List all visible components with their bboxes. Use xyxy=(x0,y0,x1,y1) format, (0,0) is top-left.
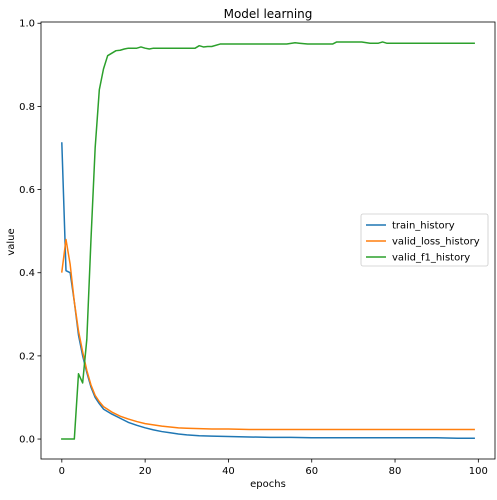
y-tick-label: 0.6 xyxy=(19,185,35,196)
legend-label: valid_f1_history xyxy=(392,253,470,264)
legend: train_history valid_loss_history valid_f1_… xyxy=(361,214,488,266)
y-tick-label: 0.0 xyxy=(19,435,35,446)
legend-label: valid_loss_history xyxy=(392,237,480,248)
y-tick-label: 0.2 xyxy=(19,351,35,362)
x-tick-label: 0 xyxy=(59,466,65,477)
chart-title: Model learning xyxy=(224,7,313,21)
y-tick-label: 0.4 xyxy=(19,268,35,279)
x-tick-label: 20 xyxy=(139,466,152,477)
y-tick-label: 0.8 xyxy=(19,102,35,113)
x-tick-label: 40 xyxy=(222,466,235,477)
x-axis-label: epochs xyxy=(250,479,286,490)
y-tick-label: 1.0 xyxy=(19,19,35,30)
y-axis-label: value xyxy=(6,228,17,255)
x-tick-label: 60 xyxy=(305,466,318,477)
x-tick-label: 100 xyxy=(469,466,488,477)
x-tick-label: 80 xyxy=(389,466,402,477)
legend-label: train_history xyxy=(392,221,455,232)
